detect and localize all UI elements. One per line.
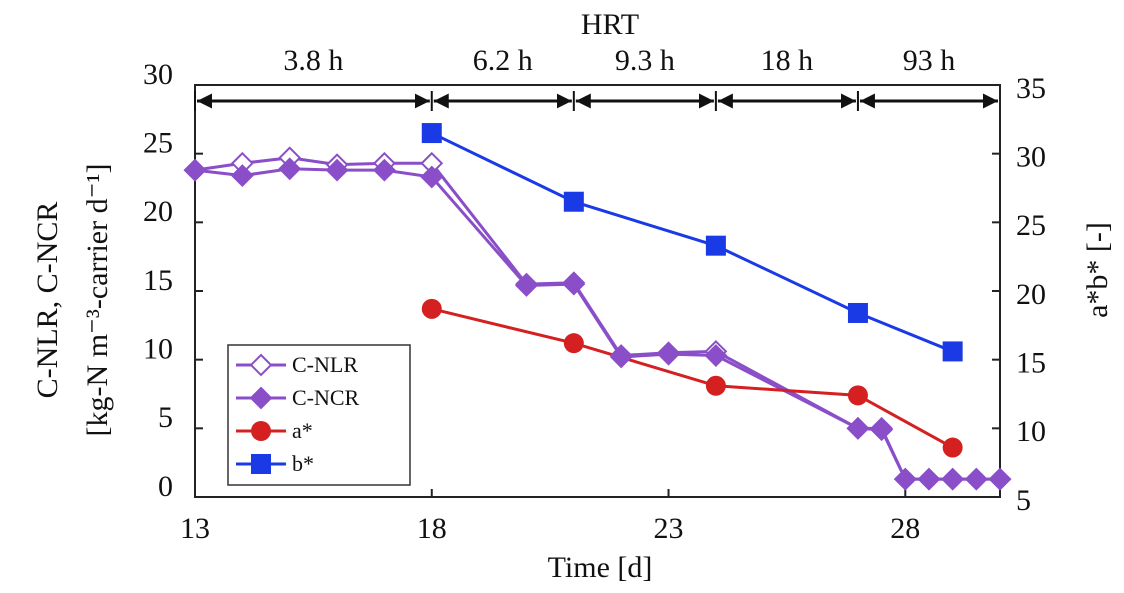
- data-point: [941, 467, 965, 491]
- data-point: [421, 298, 442, 319]
- data-point: [942, 341, 963, 362]
- x-tick-label: 28: [890, 512, 920, 545]
- data-point: [705, 375, 726, 396]
- y2-axis-label: a*b* [-]: [1081, 222, 1114, 318]
- x-axis-label: Time [d]: [548, 551, 653, 584]
- legend-label: a*: [292, 418, 313, 443]
- data-point: [563, 191, 584, 212]
- data-point: [230, 164, 254, 188]
- data-point: [847, 385, 868, 406]
- data-point: [325, 158, 349, 182]
- y2-tick-label: 30: [1016, 141, 1046, 174]
- hrt-label: 9.3 h: [615, 44, 675, 77]
- hrt-label: 6.2 h: [473, 44, 533, 77]
- hrt-label: 93 h: [903, 44, 956, 77]
- data-point: [704, 344, 728, 367]
- y2-tick-label: 20: [1016, 278, 1046, 311]
- data-point: [421, 123, 442, 144]
- data-point: [988, 467, 1012, 491]
- data-point: [870, 418, 894, 442]
- y-tick-label: 5: [158, 401, 173, 434]
- data-point: [942, 437, 963, 458]
- hrt-label: 3.8 h: [283, 44, 343, 77]
- y-tick-label: 20: [143, 195, 173, 228]
- y-axis-label: C-NLR, C-NCR: [31, 202, 64, 399]
- y2-tick-label: 15: [1016, 347, 1046, 380]
- x-tick-label: 13: [180, 512, 210, 545]
- y2-tick-label: 10: [1016, 415, 1046, 448]
- legend-marker: [249, 353, 273, 377]
- x-tick-label: 23: [654, 512, 684, 545]
- series-line: [431, 131, 954, 353]
- y-tick-label: 25: [143, 127, 173, 160]
- hrt-label: 18 h: [761, 44, 814, 77]
- data-point: [278, 157, 302, 181]
- data-point: [705, 235, 726, 256]
- data-point: [657, 342, 680, 366]
- y-tick-label: 15: [143, 264, 173, 297]
- y-axis-units: [kg-N m⁻³-carrier d⁻¹]: [81, 164, 114, 437]
- legend-marker: [249, 386, 273, 410]
- data-point: [846, 416, 870, 440]
- legend-marker: [251, 421, 271, 441]
- data-point: [183, 158, 207, 182]
- data-point: [893, 467, 917, 491]
- y-tick-label: 30: [143, 58, 173, 91]
- data-point: [964, 467, 988, 491]
- data-point: [847, 302, 868, 323]
- data-point: [563, 333, 584, 354]
- legend-label: b*: [292, 451, 314, 476]
- data-point: [515, 274, 538, 297]
- legend-label: C-NCR: [292, 385, 360, 410]
- data-point: [562, 272, 586, 296]
- legend-marker: [251, 454, 271, 474]
- data-point: [372, 158, 396, 182]
- y2-tick-label: 5: [1016, 484, 1031, 517]
- x-tick-label: 18: [417, 512, 447, 545]
- y2-tick-label: 35: [1016, 72, 1046, 105]
- y2-tick-label: 25: [1016, 209, 1046, 242]
- chart-title: HRT: [581, 8, 639, 41]
- data-point: [609, 345, 633, 369]
- y-tick-label: 10: [143, 333, 173, 366]
- data-point: [917, 467, 941, 491]
- data-point: [420, 165, 444, 189]
- legend-label: C-NLR: [292, 352, 358, 377]
- y-tick-label: 0: [158, 470, 173, 503]
